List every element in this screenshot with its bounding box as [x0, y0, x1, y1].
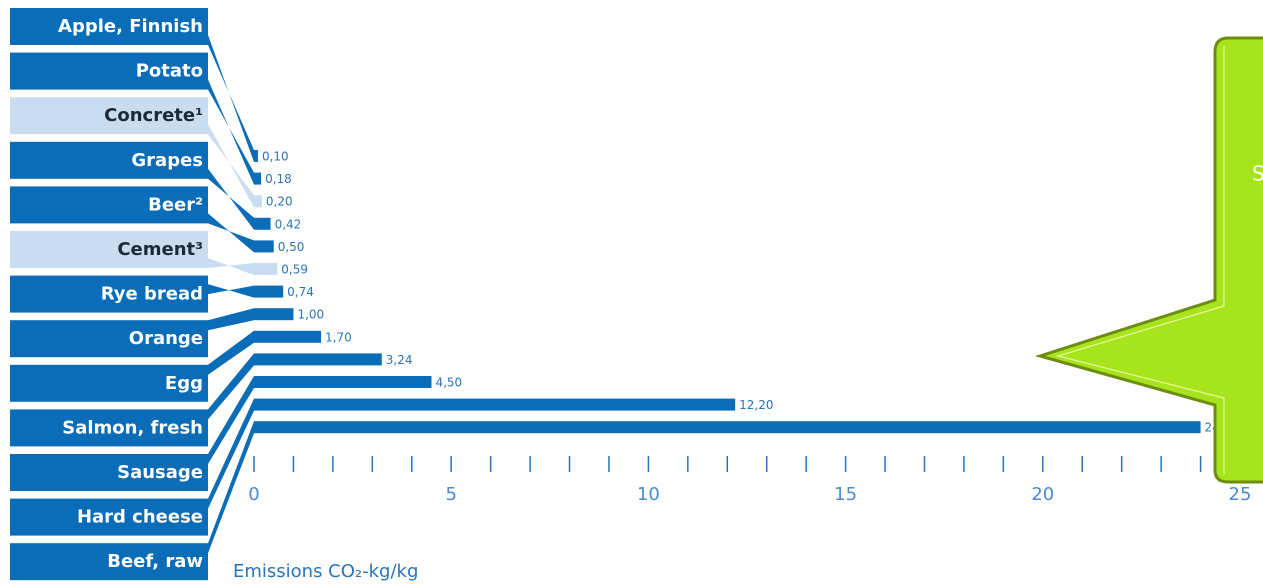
category-box — [10, 498, 208, 536]
category-label: Sausage — [117, 462, 203, 483]
category-box — [10, 8, 208, 45]
bar — [254, 353, 382, 366]
category-label: Beef, raw — [107, 551, 203, 572]
connector — [208, 284, 254, 298]
x-tick-label: 5 — [445, 484, 456, 505]
bar — [254, 150, 258, 162]
connector — [208, 79, 254, 185]
value-label: 12,20 — [739, 398, 773, 412]
bar — [254, 376, 432, 388]
callout: S — [1034, 36, 1263, 484]
x-tick-label: 20 — [1031, 484, 1054, 505]
category-label: Orange — [129, 328, 203, 349]
connector — [208, 35, 254, 162]
category-box — [10, 97, 208, 135]
connector — [208, 308, 254, 331]
category-box — [10, 186, 208, 224]
category-label: Salmon, fresh — [62, 417, 203, 438]
bar — [254, 172, 262, 185]
x-tick-label: 10 — [637, 484, 660, 505]
category-box — [10, 231, 208, 268]
category-box — [10, 409, 208, 447]
category-label: Cement³ — [117, 239, 203, 260]
value-label: 0,59 — [281, 263, 308, 277]
callout-shape — [1034, 36, 1263, 484]
category-box — [10, 543, 208, 581]
value-label: 0,42 — [275, 217, 302, 231]
x-tick-label: 15 — [834, 484, 857, 505]
bar — [254, 308, 294, 321]
category-label: Egg — [165, 373, 203, 394]
x-tick-label: 0 — [248, 484, 259, 505]
category-label: Potato — [136, 61, 203, 82]
bar — [254, 285, 284, 298]
connector — [208, 376, 254, 464]
category-box — [10, 364, 208, 402]
connector — [208, 353, 254, 420]
value-label: 0,50 — [278, 240, 305, 254]
category-label: Hard cheese — [77, 507, 203, 528]
value-label: 0,74 — [287, 285, 314, 299]
connector — [208, 213, 254, 253]
value-label: 0,18 — [265, 172, 292, 186]
x-axis-label: Emissions CO₂-kg/kg — [233, 561, 418, 582]
callout-text: S — [1252, 162, 1263, 186]
callout-highlight — [1055, 46, 1225, 474]
x-tick-label: 25 — [1229, 484, 1252, 505]
category-box — [10, 141, 208, 179]
category-label: Apple, Finnish — [58, 16, 203, 37]
value-label: 4,50 — [435, 376, 462, 390]
connector — [208, 258, 254, 275]
category-label: Grapes — [131, 150, 203, 171]
value-label: 0,10 — [262, 150, 289, 164]
value-label: 0,20 — [266, 195, 293, 209]
bar — [254, 195, 262, 208]
category-box — [10, 454, 208, 491]
connector — [208, 168, 254, 230]
connector — [208, 330, 254, 375]
value-label: 3,24 — [386, 353, 413, 367]
category-label: Beer² — [148, 194, 203, 215]
bar — [254, 330, 322, 343]
category-box — [10, 52, 208, 90]
value-label: 1,70 — [325, 330, 352, 344]
value-label: 1,00 — [297, 308, 324, 322]
bar — [254, 263, 278, 275]
connector — [208, 124, 254, 208]
bar — [254, 217, 271, 230]
category-label: Concrete¹ — [104, 105, 203, 126]
category-label: Rye bread — [101, 284, 203, 305]
connector — [208, 398, 254, 509]
bar — [254, 398, 736, 411]
bar — [254, 240, 274, 253]
connector — [208, 421, 254, 554]
category-box — [10, 320, 208, 358]
category-box — [10, 275, 208, 313]
bar — [254, 421, 1201, 434]
